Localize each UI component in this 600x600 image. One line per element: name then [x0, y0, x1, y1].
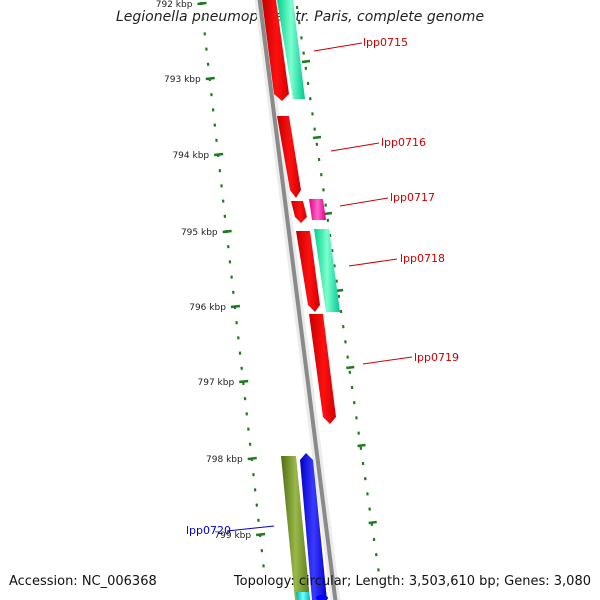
- gene-blue-bottom-cap: [316, 595, 328, 600]
- gene-label-lpp0719[interactable]: lpp0719: [414, 351, 459, 364]
- gene-label-lpp0718[interactable]: lpp0718: [400, 252, 445, 265]
- ruler-tick-label: 793 kbp: [164, 75, 201, 85]
- ruler-outer-major-tick: [323, 211, 333, 216]
- gene-lpp0720-olive[interactable]: [281, 456, 310, 600]
- callout-line-lpp0718: [348, 258, 398, 267]
- map-title: Legionella pneumophila str. Paris, compl…: [115, 9, 485, 25]
- callout-line-lpp0717: [339, 197, 389, 207]
- ruler-outer-major-tick: [301, 59, 311, 64]
- ruler-major-tick: [247, 456, 257, 461]
- ruler-major-tick: [255, 532, 266, 537]
- callout-line-lpp0720: [226, 525, 275, 532]
- ruler-inner-dots: [197, 1, 266, 568]
- gene-lpp0717-red[interactable]: [291, 201, 307, 223]
- ruler-tick-label: 799 kbp: [214, 531, 251, 541]
- gene-lpp0716[interactable]: [277, 116, 301, 198]
- ruler-major-tick: [197, 1, 207, 6]
- ruler-outer-major-tick: [368, 520, 377, 525]
- gene-label-lpp0716[interactable]: lpp0716: [381, 136, 426, 149]
- gene-features: [262, 0, 340, 600]
- gene-label-lpp0717[interactable]: lpp0717: [390, 191, 435, 204]
- ruler-tick-label: 795 kbp: [181, 228, 218, 238]
- callout-line-lpp0719: [362, 356, 413, 365]
- ruler-outer-dots: [295, 5, 380, 572]
- ruler-tick-label: 798 kbp: [206, 455, 243, 465]
- ruler-outer-major-tick: [346, 365, 355, 370]
- gene-lpp0715-reverse[interactable]: [277, 0, 305, 99]
- ruler-tick-label: 797 kbp: [198, 378, 235, 388]
- ruler-tick-label: 796 kbp: [189, 303, 226, 313]
- ruler-major-tick: [230, 304, 241, 309]
- gene-label-lpp0715[interactable]: lpp0715: [363, 36, 408, 49]
- ruler-tick-label: 792 kbp: [156, 0, 193, 10]
- ruler-outer-major-tick: [357, 443, 366, 448]
- callout-line-lpp0716: [330, 142, 380, 152]
- sequence-backbone: [257, 0, 338, 600]
- gene-lpp0720-blue[interactable]: [300, 453, 327, 600]
- ruler-outer-major-tick: [312, 135, 322, 140]
- callout-line-lpp0715: [313, 42, 363, 52]
- ruler-tick-label: 794 kbp: [172, 151, 209, 161]
- gene-labels: lpp0715 lpp0716 lpp0717 lpp0718 lpp0719 …: [186, 36, 459, 537]
- genome-summary-text: Topology: circular; Length: 3,503,610 bp…: [233, 574, 591, 589]
- ruler-major-tick: [222, 229, 232, 234]
- gene-lpp0718-red[interactable]: [296, 231, 320, 312]
- ruler-labels: 792 kbp 793 kbp 794 kbp 795 kbp 796 kbp 797 k…: [156, 0, 252, 541]
- gene-lpp0715-forward[interactable]: [262, 0, 289, 101]
- accession-text: Accession: NC_006368: [9, 574, 157, 589]
- gene-label-lpp0720[interactable]: lpp0720: [186, 524, 231, 537]
- gene-lpp0717-magenta[interactable]: [309, 199, 326, 220]
- ruler-major-tick: [239, 379, 249, 384]
- gene-lpp0718-teal[interactable]: [314, 229, 340, 312]
- ruler-major-tick: [213, 152, 224, 157]
- gene-cyan-bottom[interactable]: [296, 592, 310, 600]
- ruler-major-tick: [205, 76, 215, 81]
- gene-lpp0719[interactable]: [309, 314, 336, 424]
